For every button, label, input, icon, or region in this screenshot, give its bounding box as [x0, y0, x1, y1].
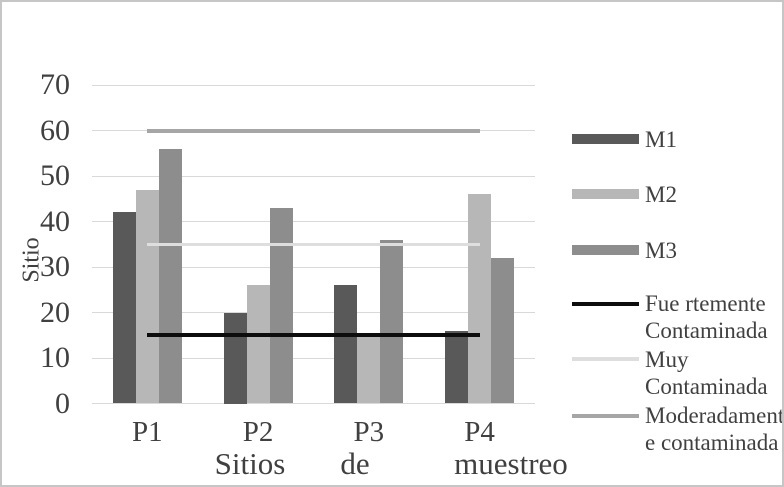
bar-P2-M3 [269, 207, 293, 404]
y-tick-label: 0 [55, 386, 70, 420]
legend-line-swatch [572, 357, 639, 361]
legend-bar-swatch [572, 189, 639, 199]
legend-bar-swatch [572, 134, 639, 144]
y-tick-label: 60 [40, 113, 70, 147]
bar-P4-M3 [491, 257, 515, 404]
x-tick-label-p1: P1 [132, 416, 163, 448]
legend-bar-swatch [572, 245, 639, 255]
y-tick-label: 10 [40, 341, 70, 374]
bar-P4-M1 [445, 330, 469, 404]
bar-P2-M1 [223, 312, 247, 404]
bar-P3-M2 [357, 332, 381, 404]
x-axis-title-word: de [340, 446, 370, 481]
bar-P2-M2 [246, 285, 270, 404]
x-axis-title-word: Sitios [214, 446, 286, 481]
ref-line-fue [147, 333, 480, 338]
gridline [92, 403, 535, 404]
legend-line-swatch [572, 301, 639, 306]
gridline [92, 266, 535, 268]
gridline [92, 221, 535, 222]
gridline [92, 84, 535, 86]
x-tick-label-p2: P2 [242, 416, 274, 448]
y-tick-label: 70 [40, 68, 70, 101]
x-tick-label-p4: P4 [464, 416, 495, 448]
y-tick-label: 20 [40, 295, 70, 329]
legend-label: Fue rtemente Contaminada [645, 291, 768, 343]
bar-P3-M1 [334, 285, 358, 404]
gridline [92, 175, 535, 177]
bar-P4-M2 [468, 194, 492, 404]
legend-line-swatch [572, 413, 639, 418]
bar-P1-M1 [112, 212, 136, 404]
ref-line-moderadamente [147, 128, 480, 133]
x-axis-title-word: muestreo [454, 446, 568, 481]
bar-P3-M3 [380, 239, 404, 404]
y-tick-label: 50 [40, 159, 70, 192]
x-tick-label-p3: P3 [353, 416, 385, 448]
bar-P1-M3 [158, 148, 182, 404]
legend-label: Moderadamente e contaminada [645, 403, 784, 455]
gridline [92, 312, 535, 313]
legend-label: M3 [645, 237, 677, 263]
ref-line-muy [147, 242, 480, 246]
y-tick-label: 40 [40, 204, 70, 238]
legend-label: M2 [645, 181, 677, 207]
legend-label: M1 [645, 126, 677, 152]
y-tick-label: 30 [40, 250, 70, 283]
gridline [92, 357, 535, 359]
bar-P1-M2 [135, 189, 159, 404]
legend-label: Muy Contaminada [645, 346, 768, 399]
